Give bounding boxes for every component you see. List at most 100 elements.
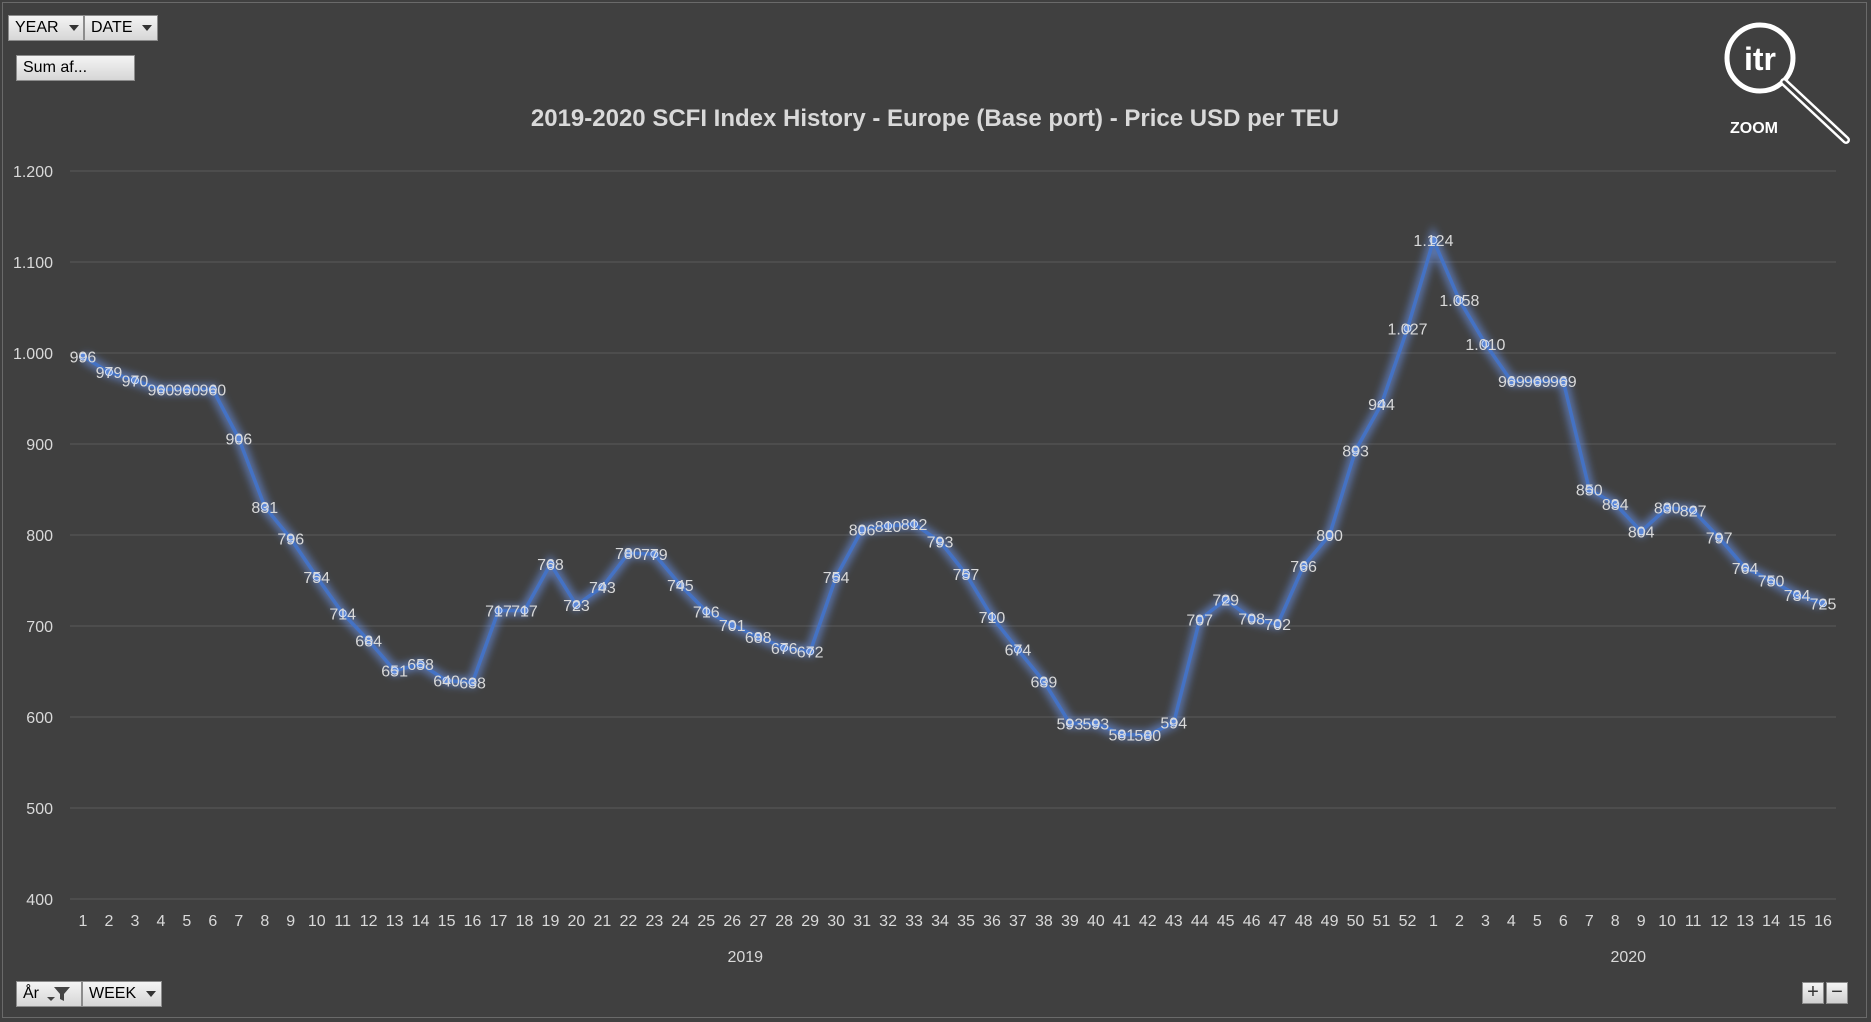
data-label: 593 — [1082, 716, 1109, 733]
data-point — [494, 606, 503, 615]
collapse-button[interactable]: − — [1826, 982, 1848, 1004]
x-tick-label: 26 — [723, 913, 741, 930]
data-label: 979 — [96, 365, 123, 382]
data-point — [1507, 377, 1516, 386]
x-tick-label: 10 — [308, 913, 326, 930]
data-point — [78, 352, 87, 361]
data-point — [1117, 730, 1126, 739]
year-axis-field-button[interactable]: År — [16, 981, 82, 1007]
data-label: 800 — [1316, 528, 1343, 545]
data-label: 639 — [1031, 675, 1058, 692]
data-point — [1169, 718, 1178, 727]
x-tick-label: 47 — [1269, 913, 1287, 930]
data-point — [780, 643, 789, 652]
data-label: 944 — [1368, 397, 1395, 414]
x-tick-label: 13 — [1736, 913, 1754, 930]
data-label: 893 — [1342, 443, 1369, 460]
data-point — [468, 678, 477, 687]
data-point — [1637, 527, 1646, 536]
x-tick-label: 14 — [412, 913, 430, 930]
data-point — [650, 550, 659, 559]
x-tick-label: 16 — [1814, 913, 1832, 930]
data-label: 754 — [303, 570, 330, 587]
data-point — [936, 537, 945, 546]
y-tick-label: 1.000 — [13, 346, 53, 363]
data-label: 969 — [1550, 374, 1577, 391]
logo-caption: ZOOM — [1730, 120, 1778, 137]
x-tick-label: 7 — [234, 913, 243, 930]
data-point — [1091, 719, 1100, 728]
data-label: 1.058 — [1439, 293, 1479, 310]
values-field-button[interactable]: Sum af... — [16, 55, 135, 81]
x-tick-label: 21 — [593, 913, 611, 930]
week-axis-field-button[interactable]: WEEK — [82, 981, 162, 1007]
x-tick-label: 14 — [1762, 913, 1780, 930]
data-label: 1.010 — [1465, 337, 1505, 354]
x-tick-label: 16 — [464, 913, 482, 930]
data-label: 676 — [771, 641, 798, 658]
data-point — [987, 612, 996, 621]
data-label: 970 — [122, 373, 149, 390]
data-label: 710 — [979, 610, 1006, 627]
data-label: 850 — [1576, 483, 1603, 500]
data-label: 960 — [148, 382, 175, 399]
week-axis-field-label: WEEK — [89, 985, 137, 1002]
y-tick-label: 600 — [26, 710, 53, 727]
data-label: 996 — [70, 350, 97, 367]
data-point — [286, 534, 295, 543]
x-tick-label: 10 — [1658, 913, 1676, 930]
data-point — [546, 560, 555, 569]
data-point — [1741, 563, 1750, 572]
x-tick-label: 12 — [1710, 913, 1728, 930]
x-tick-label: 39 — [1061, 913, 1079, 930]
x-tick-label: 23 — [645, 913, 663, 930]
data-point — [1299, 561, 1308, 570]
x-tick-label: 35 — [957, 913, 975, 930]
data-point — [130, 376, 139, 385]
expand-button[interactable]: + — [1802, 982, 1824, 1004]
data-label: 804 — [1628, 524, 1655, 541]
x-tick-label: 9 — [286, 913, 295, 930]
x-tick-label: 9 — [1637, 913, 1646, 930]
data-label: 779 — [641, 547, 668, 564]
x-tick-label: 5 — [1533, 913, 1542, 930]
data-point — [312, 572, 321, 581]
data-label: 754 — [823, 570, 850, 587]
data-label: 969 — [1498, 374, 1525, 391]
x-tick-label: 6 — [208, 913, 217, 930]
year-field-button[interactable]: YEAR — [8, 15, 84, 41]
x-tick-label: 15 — [1788, 913, 1806, 930]
data-label: 651 — [381, 664, 408, 681]
data-label: 684 — [355, 634, 382, 651]
data-label: 743 — [589, 580, 616, 597]
x-tick-label: 38 — [1035, 913, 1053, 930]
date-field-button[interactable]: DATE — [84, 15, 158, 41]
data-point — [1065, 719, 1074, 728]
data-point — [702, 607, 711, 616]
data-point — [1195, 615, 1204, 624]
data-point — [1689, 506, 1698, 515]
data-point — [1533, 377, 1542, 386]
itr-zoom-logo[interactable]: itr ZOOM — [1718, 20, 1858, 145]
data-point — [416, 660, 425, 669]
data-label: 812 — [901, 517, 928, 534]
data-point — [754, 632, 763, 641]
data-point — [910, 520, 919, 529]
data-label: 764 — [1732, 561, 1759, 578]
x-tick-label: 43 — [1165, 913, 1183, 930]
x-tick-label: 17 — [490, 913, 508, 930]
data-label: 750 — [1758, 574, 1785, 591]
data-label: 714 — [329, 606, 356, 623]
x-tick-label: 31 — [853, 913, 871, 930]
data-point — [364, 636, 373, 645]
data-point — [884, 521, 893, 530]
data-point — [728, 621, 737, 630]
x-tick-label: 7 — [1585, 913, 1594, 930]
x-tick-label: 29 — [801, 913, 819, 930]
x-tick-label: 50 — [1347, 913, 1365, 930]
x-tick-label: 51 — [1373, 913, 1391, 930]
data-label: 745 — [667, 578, 694, 595]
data-point — [390, 666, 399, 675]
data-label: 960 — [174, 382, 201, 399]
x-tick-label: 3 — [130, 913, 139, 930]
